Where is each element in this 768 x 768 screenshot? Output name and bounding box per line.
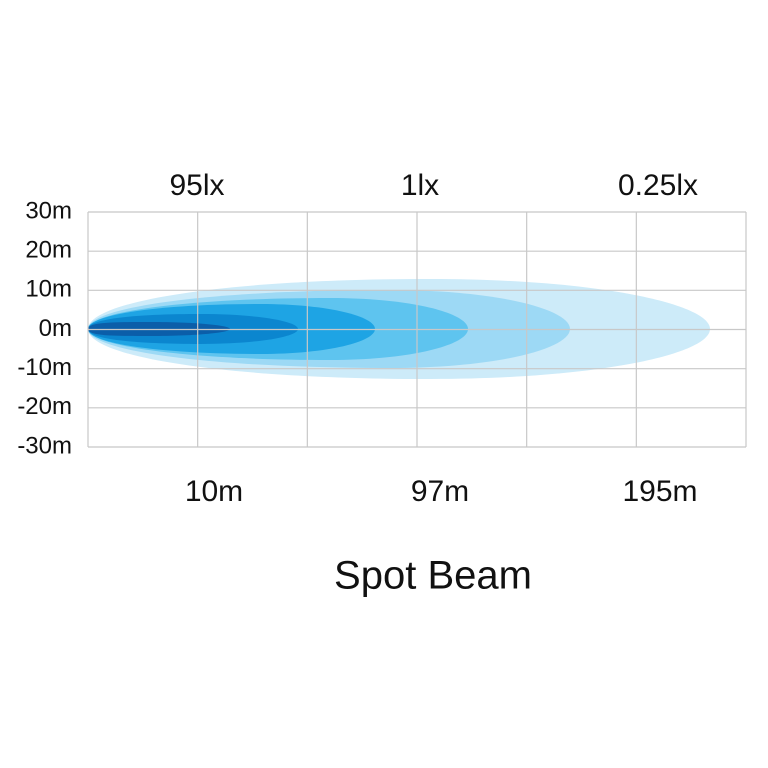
title: Spot Beam bbox=[334, 554, 532, 598]
grid bbox=[87, 211, 747, 448]
y-label: 0m bbox=[39, 315, 72, 342]
y-label: 30m bbox=[25, 197, 72, 224]
distance-label: 195m bbox=[622, 475, 697, 508]
distance-label: 97m bbox=[411, 475, 469, 508]
y-label: -10m bbox=[17, 354, 72, 381]
y-label: -20m bbox=[17, 393, 72, 420]
y-label: -30m bbox=[17, 432, 72, 459]
lux-label: 1lx bbox=[401, 169, 439, 202]
lux-label: 95lx bbox=[169, 169, 224, 202]
y-label: 20m bbox=[25, 237, 72, 264]
lux-label: 0.25lx bbox=[618, 169, 698, 202]
distance-label: 10m bbox=[185, 475, 243, 508]
y-label: 10m bbox=[25, 276, 72, 303]
labels: 30m 20m 10m 0m -10m -20m -30m 95lx 1lx 0.25lx 10m 9… bbox=[17, 169, 698, 508]
